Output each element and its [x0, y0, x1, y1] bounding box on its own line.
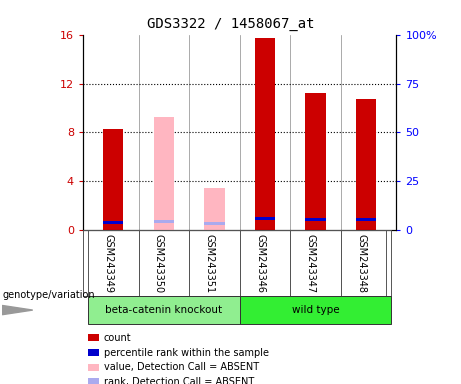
Bar — [306, 93, 325, 230]
Text: wild type: wild type — [292, 305, 339, 315]
Bar — [240, 230, 290, 296]
Bar — [204, 187, 225, 230]
Bar — [290, 230, 341, 296]
Bar — [154, 117, 174, 230]
Polygon shape — [2, 306, 33, 314]
Bar — [240, 296, 391, 324]
Bar — [154, 220, 174, 223]
Text: genotype/variation: genotype/variation — [2, 290, 95, 300]
Text: GDS3322 / 1458067_at: GDS3322 / 1458067_at — [147, 17, 314, 31]
Text: count: count — [104, 333, 131, 343]
Bar — [306, 217, 325, 220]
Text: GSM243348: GSM243348 — [356, 233, 366, 293]
Bar — [88, 296, 240, 324]
Text: GSM243350: GSM243350 — [154, 233, 164, 293]
Bar — [103, 221, 124, 224]
Text: percentile rank within the sample: percentile rank within the sample — [104, 348, 269, 358]
Bar — [255, 217, 275, 220]
Text: value, Detection Call = ABSENT: value, Detection Call = ABSENT — [104, 362, 259, 372]
Bar — [103, 129, 124, 230]
Bar — [204, 222, 225, 225]
Bar — [356, 99, 376, 230]
Bar — [139, 230, 189, 296]
Text: GSM243351: GSM243351 — [204, 233, 214, 293]
Text: rank, Detection Call = ABSENT: rank, Detection Call = ABSENT — [104, 377, 254, 384]
Text: GSM243346: GSM243346 — [255, 233, 265, 293]
Bar — [255, 38, 275, 230]
Bar — [88, 230, 139, 296]
Text: beta-catenin knockout: beta-catenin knockout — [105, 305, 223, 315]
Bar — [356, 218, 376, 221]
Bar — [341, 230, 391, 296]
Text: GSM243349: GSM243349 — [103, 233, 113, 293]
Bar — [189, 230, 240, 296]
Text: GSM243347: GSM243347 — [306, 233, 316, 293]
